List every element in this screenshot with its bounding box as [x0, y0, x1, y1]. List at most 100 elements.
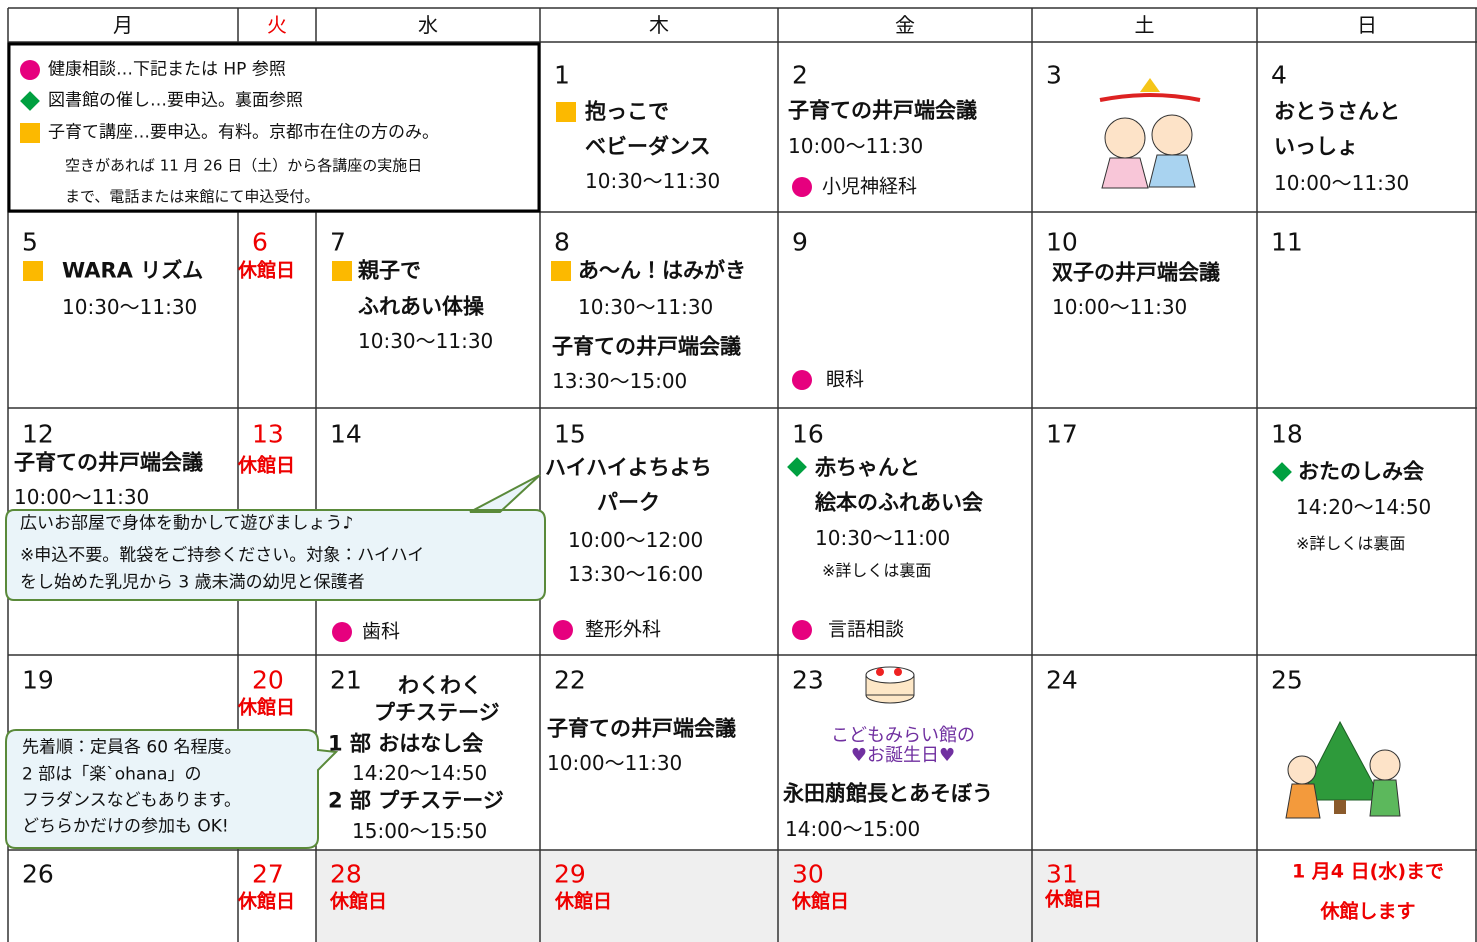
day-number: 16 [792, 419, 824, 449]
weekday-header: 水 [418, 13, 438, 37]
marker-health [792, 370, 812, 390]
legend-line: 健康相談…下記または HP 参照 [48, 59, 286, 80]
legend-line: 子育て講座…要申込。有料。京都市在住の方のみ。 [48, 122, 439, 143]
day-number: 28 [330, 859, 362, 889]
event-line: 13:30〜16:00 [568, 562, 704, 586]
event-line: 10:00〜11:30 [1052, 295, 1188, 319]
event-line: 歯科 [362, 620, 401, 643]
event-line: 2 部 プチステージ [328, 788, 504, 813]
event-line: 10:00〜12:00 [568, 528, 704, 552]
legend-line: まで、電話または来館にて申込受付。 [65, 187, 320, 206]
day-number: 22 [554, 665, 586, 695]
marker-course [20, 123, 40, 143]
event-line: ♥お誕生日♥ [850, 745, 956, 766]
event-line: おとうさんと [1274, 99, 1400, 124]
event-line: 休館日 [238, 454, 296, 477]
legend-line: 図書館の催し…要申込。裏面参照 [48, 90, 303, 111]
event-line: 子育ての井戸端会議 [552, 334, 741, 359]
event-line: ハイハイよちよち [545, 455, 712, 480]
event-line: プチステージ [374, 700, 500, 725]
closing-note: 1 月4 日(水)まで [1291, 860, 1445, 883]
day-number: 12 [22, 419, 54, 449]
day-number: 3 [1046, 60, 1062, 90]
day-number: 17 [1046, 419, 1078, 449]
marker-health [553, 620, 573, 640]
event-line: 休館日 [238, 259, 296, 282]
illustration-tree [1285, 720, 1401, 819]
marker-course [332, 261, 352, 281]
marker-health [20, 60, 40, 80]
event-line: 10:30〜11:30 [585, 169, 721, 193]
event-line: 10:30〜11:30 [578, 295, 714, 319]
event-line: 休館日 [330, 890, 388, 913]
marker-course [556, 102, 576, 122]
event-line: 親子で [358, 258, 421, 283]
day-number: 31 [1046, 859, 1078, 889]
callout-line: ※申込不要。靴袋をご持参ください。対象：ハイハイ [20, 545, 425, 566]
event-line: 休館日 [238, 696, 296, 719]
event-line: 言語相談 [828, 618, 905, 641]
callout-bubble [5, 729, 339, 849]
day-number: 27 [252, 859, 284, 889]
legend-box [7, 42, 541, 213]
day-number: 30 [792, 859, 824, 889]
event-line: 10:00〜11:30 [788, 134, 924, 158]
event-line: 整形外科 [585, 618, 662, 641]
day-number: 23 [792, 665, 824, 695]
event-line: 休館日 [792, 890, 850, 913]
weekday-header: 日 [1357, 13, 1377, 37]
event-line: いっしょ [1274, 134, 1358, 159]
closed-shade [316, 850, 1257, 942]
event-line: 休館日 [238, 890, 296, 913]
event-line: WARA リズム [62, 258, 204, 283]
event-line: 10:00〜11:30 [1274, 171, 1410, 195]
event-line: 子育ての井戸端会議 [788, 98, 977, 123]
event-line: 10:00〜11:30 [547, 751, 683, 775]
event-line: 14:00〜15:00 [785, 817, 921, 841]
legend-line: 空きがあれば 11 月 26 日（土）から各講座の実施日 [65, 156, 423, 175]
day-number: 14 [330, 419, 362, 449]
event-line: 子育ての井戸端会議 [14, 450, 203, 475]
event-line: 子育ての井戸端会議 [547, 716, 736, 741]
event-line: ベビーダンス [585, 134, 711, 159]
marker-course [551, 261, 571, 281]
event-line: 14:20〜14:50 [352, 761, 488, 785]
event-line: 双子の井戸端会議 [1052, 260, 1220, 285]
event-line: ※詳しくは裏面 [822, 561, 932, 580]
day-number: 24 [1046, 665, 1078, 695]
event-line: 小児神経科 [822, 175, 918, 198]
illustration-cake [865, 666, 915, 704]
day-number: 18 [1271, 419, 1303, 449]
day-number: 13 [252, 419, 284, 449]
event-line: 絵本のふれあい会 [815, 490, 983, 515]
event-line: 10:30〜11:30 [358, 329, 494, 353]
callout-line: 先着順：定員各 60 名程度。 [22, 737, 242, 758]
weekday-header: 土 [1134, 13, 1155, 37]
event-line: ふれあい体操 [358, 294, 484, 319]
event-line: あ〜ん！はみがき [578, 258, 746, 283]
event-line: おたのしみ会 [1298, 459, 1424, 484]
event-line: 赤ちゃんと [815, 455, 920, 480]
event-line: 眼科 [826, 368, 865, 391]
event-line: 10:00〜11:30 [14, 485, 150, 509]
day-number: 29 [554, 859, 586, 889]
marker-health [332, 622, 352, 642]
weekday-header: 月 [113, 13, 133, 37]
event-line: こどもみらい館の [831, 725, 975, 746]
callout-line: 広いお部屋で身体を動かして遊びましょう♪ [20, 513, 354, 534]
day-number: 25 [1271, 665, 1303, 695]
day-number: 21 [330, 665, 362, 695]
day-number: 19 [22, 665, 54, 695]
day-number: 2 [792, 60, 808, 90]
day-number: 5 [22, 227, 38, 257]
event-line: 抱っこで [585, 99, 669, 124]
day-number: 6 [252, 227, 268, 257]
day-number: 20 [252, 665, 284, 695]
event-line: わくわく [398, 673, 482, 698]
day-number: 15 [554, 419, 586, 449]
event-line: 休館日 [555, 890, 613, 913]
weekday-header: 木 [649, 13, 669, 37]
day-number: 8 [554, 227, 570, 257]
callout-line: 2 部は「楽`ohana」の [22, 764, 202, 785]
